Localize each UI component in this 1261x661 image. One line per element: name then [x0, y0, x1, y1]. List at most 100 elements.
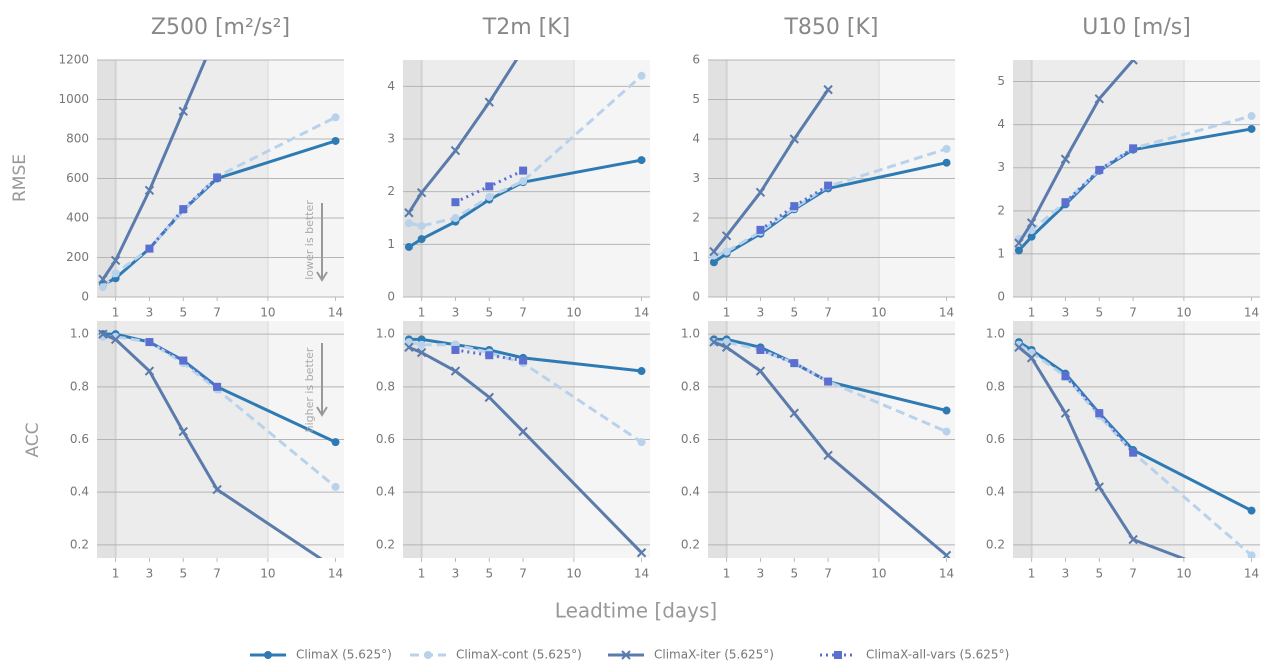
point	[790, 359, 799, 368]
x-tick-label: 1	[418, 567, 426, 581]
x-tick-label: 10	[871, 306, 886, 320]
y-tick-label: 5	[692, 92, 700, 106]
x-tick-label: 14	[1244, 567, 1259, 581]
y-tick-label: 0.8	[986, 379, 1005, 393]
point	[484, 97, 494, 107]
point	[1027, 232, 1036, 241]
point	[417, 221, 426, 230]
x-tick-label: 5	[790, 306, 798, 320]
point	[823, 84, 833, 95]
y-tick-label: 0	[81, 290, 89, 304]
band	[421, 60, 574, 297]
point	[789, 134, 799, 144]
x-tick-label: 10	[260, 567, 275, 581]
plot-area	[1014, 338, 1256, 558]
point	[1095, 409, 1104, 418]
point	[1060, 408, 1071, 418]
y-tick-label: 0.2	[70, 537, 89, 551]
point	[790, 202, 799, 211]
x-tick-label: 14	[328, 306, 343, 320]
x-tick-label: 7	[519, 567, 527, 581]
point	[145, 338, 154, 347]
point	[637, 156, 646, 165]
x-tick-label: 14	[634, 567, 649, 581]
band	[1013, 60, 1032, 297]
series-line	[1064, 375, 1135, 454]
point	[636, 548, 647, 558]
y-tick-label: 1.0	[986, 327, 1005, 341]
annotation: lower is better	[303, 200, 316, 280]
legend-label: ClimaX-all-vars (5.625°)	[866, 648, 1009, 661]
x-tick-label: 3	[452, 306, 460, 320]
x-tick-label: 7	[519, 306, 527, 320]
y-tick-label: 800	[66, 132, 89, 146]
plot-area	[1014, 60, 1256, 255]
x-tick-label: 3	[1062, 306, 1070, 320]
y-tick-label: 4	[997, 117, 1005, 131]
arrow-head	[316, 406, 328, 417]
x-tick-label: 10	[566, 306, 581, 320]
point	[709, 246, 719, 257]
x-tick-label: 1	[723, 306, 731, 320]
point	[519, 45, 527, 53]
point	[518, 426, 528, 437]
point	[1094, 94, 1104, 104]
point	[179, 356, 188, 365]
x-tick-label: 1	[112, 306, 120, 320]
point	[721, 231, 732, 241]
x-tick-label: 7	[1129, 306, 1137, 320]
x-tick-label: 5	[179, 306, 187, 320]
point	[144, 366, 155, 376]
point	[1014, 238, 1024, 248]
point	[941, 550, 952, 558]
row-label: RMSE	[10, 154, 30, 202]
annotation: higher is better	[303, 347, 316, 432]
x-tick-label: 1	[1028, 567, 1036, 581]
x-tick-label: 1	[418, 306, 426, 320]
y-tick-label: 0.8	[376, 379, 395, 393]
x-tick-label: 5	[485, 306, 493, 320]
x-tick-label: 5	[1095, 567, 1103, 581]
column-title: U10 [m/s]	[1082, 15, 1191, 40]
legend-marker	[621, 650, 631, 660]
point	[789, 408, 799, 418]
point	[404, 208, 414, 218]
plot-area	[404, 335, 647, 558]
point	[1094, 482, 1104, 492]
point	[331, 438, 340, 447]
series-line	[102, 335, 337, 489]
y-tick-label: 1	[997, 246, 1005, 260]
y-tick-label: 0	[692, 290, 700, 304]
x-tick-label: 3	[1062, 567, 1070, 581]
point	[331, 482, 340, 491]
point	[942, 158, 951, 167]
x-tick-label: 10	[260, 306, 275, 320]
point	[417, 340, 426, 349]
point	[1026, 353, 1037, 363]
y-tick-label: 5	[997, 74, 1005, 88]
plot-area	[404, 45, 646, 251]
y-tick-label: 3	[387, 132, 395, 146]
point	[450, 145, 461, 156]
y-tick-label: 0.8	[70, 379, 89, 393]
legend-label: ClimaX-cont (5.625°)	[456, 648, 582, 661]
point	[451, 198, 460, 207]
band	[573, 60, 650, 297]
point	[98, 329, 108, 339]
point	[145, 244, 154, 253]
x-tick-label: 5	[1095, 306, 1103, 320]
x-tick-label: 3	[146, 567, 154, 581]
point	[1128, 60, 1138, 65]
x-tick-label: 7	[1129, 567, 1137, 581]
point	[110, 334, 121, 345]
y-tick-label: 2	[692, 211, 700, 225]
point	[1061, 198, 1070, 207]
x-axis-label: Leadtime [days]	[555, 599, 717, 623]
column-title: Z500 [m²/s²]	[151, 15, 290, 40]
point	[823, 450, 833, 461]
band	[403, 60, 422, 297]
x-tick-label: 10	[1176, 567, 1191, 581]
x-tick-label: 5	[485, 567, 493, 581]
point	[1247, 124, 1256, 133]
